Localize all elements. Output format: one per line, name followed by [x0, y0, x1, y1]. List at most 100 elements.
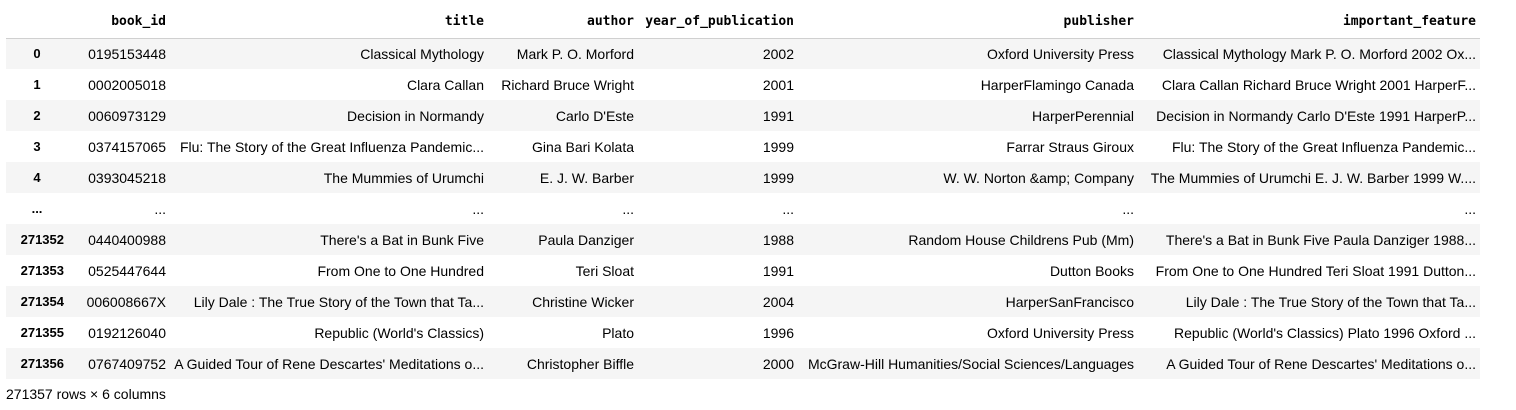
- header-title: title: [170, 6, 488, 39]
- row-index: 4: [33, 170, 41, 185]
- cell-publisher: Random House Childrens Pub (Mm): [908, 231, 1134, 248]
- row-index: 271356: [20, 356, 64, 371]
- row-index: 271354: [20, 294, 64, 309]
- cell-publisher: Dutton Books: [1049, 262, 1134, 279]
- cell-title: Clara Callan: [406, 76, 484, 93]
- cell-book-id: 006008667X: [86, 293, 166, 310]
- row-index: 0: [33, 46, 41, 62]
- cell-title: There's a Bat in Bunk Five: [320, 231, 484, 248]
- cell-year: 1991: [762, 107, 794, 124]
- cell-title: Decision in Normandy: [347, 107, 484, 124]
- cell-year: 2004: [762, 293, 794, 310]
- cell-author: Christine Wicker: [532, 293, 634, 310]
- table-row: 271356 0767409752 A Guided Tour of Rene De…: [6, 348, 1480, 379]
- row-index: ...: [31, 201, 43, 216]
- cell-publisher: HarperFlamingo Canada: [980, 76, 1134, 93]
- cell-publisher: W. W. Norton &amp; Company: [943, 169, 1134, 186]
- cell-title: ...: [472, 200, 484, 217]
- cell-publisher: ...: [1122, 200, 1134, 217]
- cell-title: The Mummies of Urumchi: [323, 169, 484, 186]
- header-publisher: publisher: [798, 6, 1138, 39]
- cell-important-feature: From One to One Hundred Teri Sloat 1991 …: [1155, 262, 1476, 279]
- cell-title: A Guided Tour of Rene Descartes' Meditat…: [174, 355, 484, 372]
- cell-author: Teri Sloat: [575, 262, 634, 279]
- cell-author: ...: [622, 200, 634, 217]
- table-row: 2 0060973129 Decision in Normandy Carlo D'E…: [6, 100, 1480, 131]
- cell-year: 1988: [762, 231, 794, 248]
- cell-publisher: Oxford University Press: [986, 45, 1134, 62]
- cell-book-id: 0525447644: [88, 262, 166, 279]
- dataframe-output: book_id title author year_of_publication…: [6, 6, 1480, 379]
- cell-year: 2002: [762, 45, 794, 62]
- row-index: 3: [33, 139, 41, 154]
- table-row: 4 0393045218 The Mummies of Urumchi E. J. W…: [6, 162, 1480, 193]
- cell-year: 1991: [762, 262, 794, 279]
- cell-book-id: 0440400988: [88, 231, 166, 248]
- cell-author: E. J. W. Barber: [539, 169, 634, 186]
- row-index: 2: [33, 108, 41, 123]
- table-row: 1 0002005018 Clara Callan Richard Bruce Wri…: [6, 69, 1480, 100]
- cell-author: Richard Bruce Wright: [501, 76, 634, 93]
- table-row: 271354 006008667X Lily Dale : The True Sto…: [6, 286, 1480, 317]
- header-book-id: book_id: [68, 6, 170, 39]
- row-index: 271353: [20, 263, 64, 278]
- cell-author: Mark P. O. Morford: [516, 45, 634, 62]
- cell-important-feature: Classical Mythology Mark P. O. Morford 2…: [1162, 45, 1476, 62]
- table-header: book_id title author year_of_publication…: [6, 6, 1480, 39]
- cell-year: 2001: [762, 76, 794, 93]
- cell-important-feature: The Mummies of Urumchi E. J. W. Barber 1…: [1150, 169, 1476, 186]
- cell-publisher: Farrar Straus Giroux: [1006, 138, 1134, 155]
- row-index: 271352: [20, 232, 64, 247]
- cell-author: Paula Danziger: [538, 231, 634, 248]
- cell-important-feature: Decision in Normandy Carlo D'Este 1991 H…: [1156, 107, 1476, 124]
- cell-author: Plato: [602, 324, 634, 341]
- dataframe-table: book_id title author year_of_publication…: [6, 6, 1480, 379]
- cell-important-feature: Lily Dale : The True Story of the Town t…: [1185, 293, 1476, 310]
- cell-book-id: 0192126040: [88, 324, 166, 341]
- header-year-of-publication: year_of_publication: [638, 6, 798, 39]
- cell-year: 1999: [762, 138, 794, 155]
- cell-book-id: 0767409752: [88, 355, 166, 372]
- cell-publisher: McGraw-Hill Humanities/Social Sciences/L…: [807, 355, 1134, 372]
- table-row: .....................: [6, 193, 1480, 224]
- cell-year: ...: [782, 200, 794, 217]
- table-row: 271352 0440400988 There's a Bat in Bunk Fi…: [6, 224, 1480, 255]
- dataframe-shape-note: 271357 rows × 6 columns: [6, 386, 166, 402]
- cell-important-feature: ...: [1464, 200, 1476, 217]
- cell-important-feature: Clara Callan Richard Bruce Wright 2001 H…: [1161, 76, 1476, 93]
- cell-title: From One to One Hundred: [317, 262, 484, 279]
- header-index: [6, 6, 68, 39]
- cell-book-id: 0002005018: [88, 76, 166, 93]
- cell-year: 1996: [762, 324, 794, 341]
- header-row: book_id title author year_of_publication…: [6, 6, 1480, 39]
- cell-book-id: 0393045218: [88, 169, 166, 186]
- cell-book-id: ...: [154, 200, 166, 217]
- row-index: 1: [33, 77, 41, 92]
- table-row: 271355 0192126040 Republic (World's Classi…: [6, 317, 1480, 348]
- cell-important-feature: There's a Bat in Bunk Five Paula Danzige…: [1165, 231, 1476, 248]
- cell-publisher: Oxford University Press: [986, 324, 1134, 341]
- cell-important-feature: Flu: The Story of the Great Influenza Pa…: [1171, 138, 1476, 155]
- cell-book-id: 0374157065: [88, 138, 166, 155]
- cell-year: 1999: [762, 169, 794, 186]
- cell-book-id: 0060973129: [88, 107, 166, 124]
- cell-title: Classical Mythology: [360, 45, 484, 62]
- row-index: 271355: [20, 325, 64, 340]
- cell-author: Christopher Biffle: [526, 355, 634, 372]
- cell-year: 2000: [762, 355, 794, 372]
- header-important-feature: important_feature: [1138, 6, 1480, 39]
- cell-author: Gina Bari Kolata: [532, 138, 634, 155]
- table-body: 0 0195153448 Classical Mythology Mark P. O.…: [6, 38, 1480, 379]
- table-row: 271353 0525447644 From One to One Hundred T…: [6, 255, 1480, 286]
- cell-author: Carlo D'Este: [555, 107, 634, 124]
- header-author: author: [488, 6, 638, 39]
- cell-title: Republic (World's Classics): [314, 324, 484, 341]
- cell-publisher: HarperPerennial: [1032, 107, 1134, 124]
- cell-publisher: HarperSanFrancisco: [1005, 293, 1134, 310]
- table-row: 0 0195153448 Classical Mythology Mark P. O.…: [6, 38, 1480, 69]
- cell-title: Lily Dale : The True Story of the Town t…: [193, 293, 484, 310]
- cell-title: Flu: The Story of the Great Influenza Pa…: [179, 138, 484, 155]
- cell-book-id: 0195153448: [88, 45, 166, 62]
- cell-important-feature: A Guided Tour of Rene Descartes' Meditat…: [1166, 355, 1476, 372]
- cell-important-feature: Republic (World's Classics) Plato 1996 O…: [1174, 324, 1476, 341]
